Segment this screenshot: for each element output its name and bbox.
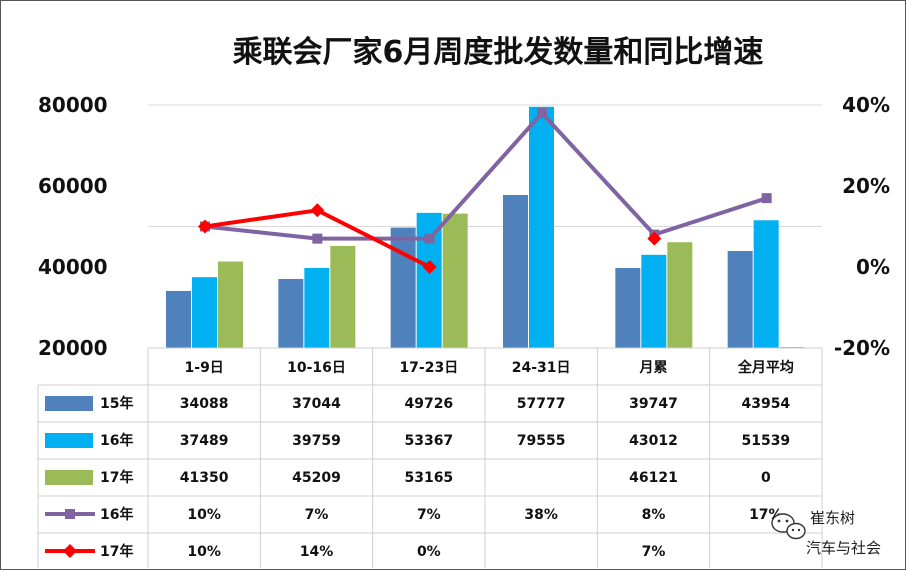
category-label: 1-9日 xyxy=(185,360,224,376)
data-label: 37044 xyxy=(292,396,341,412)
wechat-icon xyxy=(771,513,806,540)
legend-marker xyxy=(65,509,75,519)
watermark: 崔东树 汽车与社会 xyxy=(771,509,881,557)
data-label: 51539 xyxy=(741,433,790,449)
line-point xyxy=(422,260,437,274)
bar xyxy=(667,242,693,348)
bar xyxy=(166,290,191,348)
category-label: 月累 xyxy=(639,360,668,376)
data-label: 38% xyxy=(524,507,558,523)
bar xyxy=(390,227,416,348)
data-label: 10% xyxy=(187,544,221,560)
bar xyxy=(330,245,356,348)
legend-key xyxy=(45,396,93,411)
y-tick-label: 40000 xyxy=(38,255,108,279)
lines xyxy=(198,108,772,274)
data-label: 46121 xyxy=(629,470,678,486)
legend-marker xyxy=(63,544,77,558)
data-label: 37489 xyxy=(180,433,229,449)
legend-key xyxy=(45,470,93,485)
data-label: 43954 xyxy=(741,396,790,412)
y2-axis: 40% 20% 0% -20% xyxy=(834,93,890,360)
category-label: 全月平均 xyxy=(737,359,794,376)
data-label: 10% xyxy=(187,507,221,523)
data-label: 0 xyxy=(761,470,771,486)
bar xyxy=(192,277,217,348)
y2-tick-label: 0% xyxy=(856,255,890,279)
gridlines xyxy=(148,104,822,227)
bar xyxy=(503,195,528,348)
data-label: 43012 xyxy=(629,433,678,449)
data-label: 7% xyxy=(305,507,329,523)
line-point xyxy=(424,233,435,244)
legend-label: 17年 xyxy=(100,543,133,560)
data-label: 7% xyxy=(417,507,441,523)
chart-title: 乘联会厂家6月周度批发数量和同比增速 xyxy=(233,35,764,70)
bar xyxy=(218,261,243,348)
bar xyxy=(442,213,468,348)
data-label: 14% xyxy=(300,544,334,560)
legend-key xyxy=(45,433,93,448)
line-point xyxy=(310,203,325,218)
data-label: 41350 xyxy=(180,470,229,486)
bar xyxy=(416,212,442,348)
legend-label: 15年 xyxy=(100,395,133,412)
category-label: 10-16日 xyxy=(287,360,346,376)
bar xyxy=(615,268,641,348)
data-table: 1-9日 10-16日 17-23日 24-31日 月累 全月平均 15年 34088 3704… xyxy=(37,347,823,568)
line-point xyxy=(312,233,323,244)
y2-tick-label: -20% xyxy=(834,336,890,360)
data-label: 53367 xyxy=(404,433,453,449)
line-point xyxy=(198,219,212,234)
data-label: 53165 xyxy=(404,470,453,486)
data-label: 39759 xyxy=(292,433,341,449)
series-line xyxy=(204,111,768,241)
data-label: 57777 xyxy=(517,396,566,412)
category-label: 17-23日 xyxy=(399,360,458,376)
y-tick-label: 80000 xyxy=(38,93,108,117)
y-tick-label: 20000 xyxy=(38,336,108,360)
legend-label: 16年 xyxy=(100,506,133,523)
data-label: 8% xyxy=(642,507,666,523)
line-point xyxy=(537,108,547,119)
line-point xyxy=(647,231,662,246)
data-label: 0% xyxy=(417,544,441,560)
watermark-line1: 崔东树 xyxy=(810,509,855,527)
bar xyxy=(304,267,330,348)
watermark-line2: 汽车与社会 xyxy=(806,539,881,557)
bar xyxy=(529,106,554,348)
bar xyxy=(727,250,753,348)
line-point xyxy=(761,193,772,204)
bar xyxy=(278,278,304,348)
legend-label: 17年 xyxy=(100,469,133,486)
y2-tick-label: 20% xyxy=(842,174,890,198)
data-label: 49726 xyxy=(404,396,453,412)
data-label: 34088 xyxy=(180,396,229,412)
y-tick-label: 60000 xyxy=(38,174,108,198)
legend-label: 16年 xyxy=(100,432,133,449)
data-label: 79555 xyxy=(517,433,566,449)
bar xyxy=(641,254,667,348)
y2-tick-label: 40% xyxy=(842,93,890,117)
bar xyxy=(753,220,779,348)
y-axis: 80000 60000 40000 20000 xyxy=(38,93,108,360)
data-label: 39747 xyxy=(629,396,678,412)
category-label: 24-31日 xyxy=(512,360,571,376)
data-label: 45209 xyxy=(292,470,341,486)
data-label: 7% xyxy=(642,544,666,560)
